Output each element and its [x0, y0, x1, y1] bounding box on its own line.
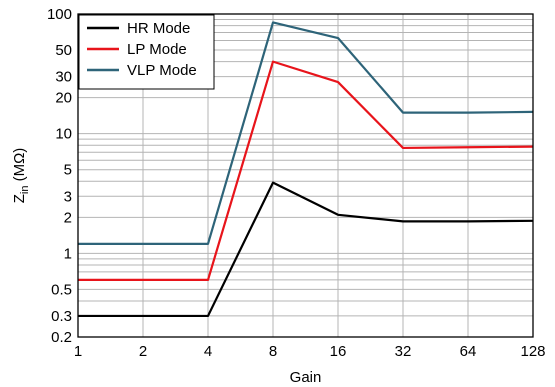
series-line-vlp-mode — [78, 21, 534, 245]
y-tick-label: 20 — [55, 90, 72, 107]
y-tick-label: 0.5 — [51, 281, 72, 298]
legend-label-lp-mode: LP Mode — [127, 41, 187, 58]
series-line-lp-mode — [78, 60, 534, 281]
x-axis-title: Gain — [290, 369, 322, 386]
legend-label-hr-mode: HR Mode — [127, 20, 190, 37]
y-tick-label: 10 — [55, 126, 72, 143]
x-tick-label: 4 — [204, 343, 212, 360]
series-line-hr-mode — [78, 181, 534, 318]
legend: HR Mode LP Mode VLP Mode — [78, 14, 215, 90]
x-tick-label: 1 — [74, 343, 82, 360]
grid — [77, 13, 534, 338]
y-tick-labels: 0.2 0.3 0.5 1 2 3 5 10 20 30 50 100 — [47, 6, 72, 346]
x-tick-label: 32 — [395, 343, 412, 360]
y-tick-label: 1 — [64, 245, 72, 262]
y-tick-label: 50 — [55, 42, 72, 59]
y-tick-label: 5 — [64, 162, 72, 179]
y-axis-title-unit: (MΩ) — [11, 148, 28, 186]
y-tick-label: 100 — [47, 6, 72, 23]
series-lines — [78, 21, 534, 318]
x-tick-label: 64 — [460, 343, 477, 360]
plot-frame — [77, 13, 534, 338]
x-tick-label: 2 — [139, 343, 147, 360]
y-axis-title: Zin (MΩ) — [11, 148, 31, 204]
legend-label-vlp-mode: VLP Mode — [127, 62, 197, 79]
y-tick-label: 2 — [64, 209, 72, 226]
y-tick-label: 30 — [55, 69, 72, 86]
x-tick-label: 128 — [520, 343, 545, 360]
y-axis-title-subscript: in — [19, 186, 31, 195]
y-tick-label: 0.3 — [51, 308, 72, 325]
x-tick-labels: 1 2 4 8 16 32 64 128 — [74, 343, 546, 360]
x-tick-label: 8 — [269, 343, 277, 360]
x-tick-label: 16 — [330, 343, 347, 360]
y-tick-label: 0.2 — [51, 329, 72, 346]
y-tick-label: 3 — [64, 188, 72, 205]
y-axis-title-main: Z — [11, 194, 28, 203]
